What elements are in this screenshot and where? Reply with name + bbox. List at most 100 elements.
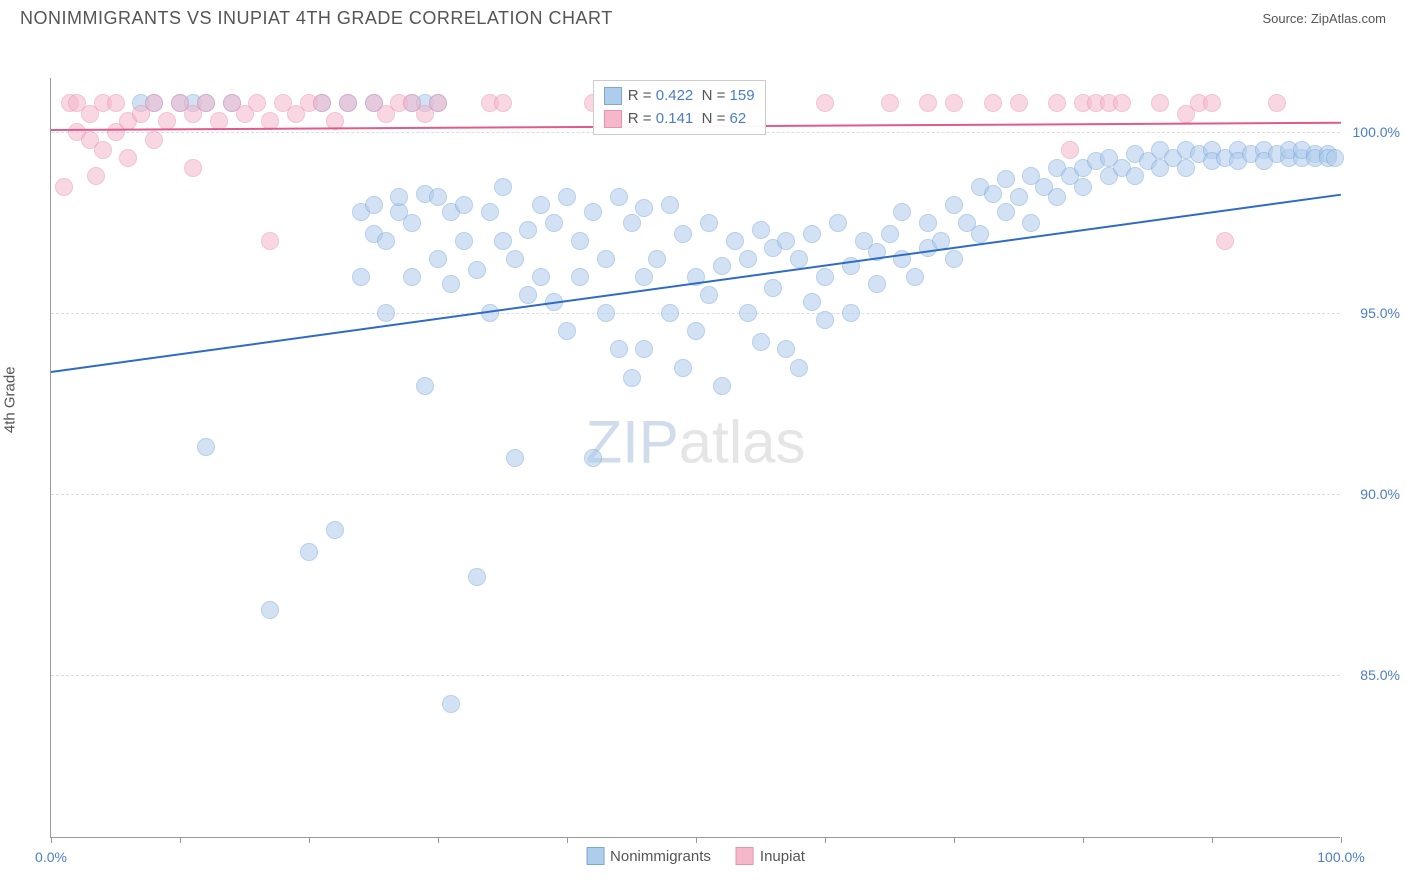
series-legend-item: Nonimmigrants [586, 847, 711, 865]
data-point [713, 377, 731, 395]
data-point [1177, 159, 1195, 177]
data-point [674, 359, 692, 377]
x-tick [567, 837, 568, 843]
data-point [352, 268, 370, 286]
data-point [984, 185, 1002, 203]
data-point [558, 188, 576, 206]
data-point [377, 304, 395, 322]
data-point [635, 268, 653, 286]
data-point [377, 232, 395, 250]
legend-swatch [586, 847, 604, 865]
stats-legend-row: R = 0.422 N = 159 [604, 85, 755, 108]
data-point [790, 359, 808, 377]
data-point [1126, 167, 1144, 185]
watermark-part2: atlas [679, 409, 806, 476]
data-point [1061, 141, 1079, 159]
data-point [881, 94, 899, 112]
data-point [1010, 94, 1028, 112]
data-point [1203, 94, 1221, 112]
data-point [403, 214, 421, 232]
trendline [51, 194, 1341, 373]
data-point [777, 232, 795, 250]
data-point [997, 203, 1015, 221]
data-point [803, 225, 821, 243]
data-point [145, 94, 163, 112]
data-point [571, 232, 589, 250]
data-point [429, 188, 447, 206]
watermark-part1: ZIP [585, 409, 678, 476]
y-axis-label: 4th Grade [2, 366, 19, 433]
data-point [584, 203, 602, 221]
data-point [107, 94, 125, 112]
data-point [842, 304, 860, 322]
x-tick-label-left: 0.0% [35, 849, 67, 865]
data-point [610, 188, 628, 206]
data-point [739, 304, 757, 322]
data-point [468, 568, 486, 586]
data-point [326, 521, 344, 539]
data-point [55, 178, 73, 196]
data-point [816, 311, 834, 329]
stats-text: R = 0.422 N = 159 [628, 85, 755, 108]
x-tick [438, 837, 439, 843]
series-legend-label: Inupiat [760, 848, 805, 865]
data-point [700, 286, 718, 304]
stats-legend: R = 0.422 N = 159 R = 0.141 N = 62 [593, 80, 766, 135]
data-point [468, 261, 486, 279]
data-point [777, 340, 795, 358]
data-point [1022, 214, 1040, 232]
data-point [442, 695, 460, 713]
data-point [184, 159, 202, 177]
data-point [764, 279, 782, 297]
data-point [816, 268, 834, 286]
data-point [571, 268, 589, 286]
data-point [713, 257, 731, 275]
data-point [145, 131, 163, 149]
x-tick [954, 837, 955, 843]
gridline [51, 675, 1340, 676]
data-point [261, 601, 279, 619]
gridline [51, 494, 1340, 495]
data-point [726, 232, 744, 250]
x-tick [309, 837, 310, 843]
chart-header: NONIMMIGRANTS VS INUPIAT 4TH GRADE CORRE… [0, 0, 1406, 33]
y-tick-label: 100.0% [1353, 124, 1400, 140]
data-point [1326, 149, 1344, 167]
data-point [945, 250, 963, 268]
data-point [584, 449, 602, 467]
data-point [442, 275, 460, 293]
series-legend-item: Inupiat [736, 847, 805, 865]
data-point [648, 250, 666, 268]
data-point [429, 94, 447, 112]
x-tick [180, 837, 181, 843]
data-point [674, 225, 692, 243]
data-point [1216, 232, 1234, 250]
data-point [481, 203, 499, 221]
data-point [661, 196, 679, 214]
data-point [506, 449, 524, 467]
data-point [623, 214, 641, 232]
data-point [687, 322, 705, 340]
data-point [919, 214, 937, 232]
data-point [197, 94, 215, 112]
y-tick-label: 95.0% [1360, 305, 1400, 321]
gridline [51, 313, 1340, 314]
data-point [661, 304, 679, 322]
data-point [945, 196, 963, 214]
stats-legend-row: R = 0.141 N = 62 [604, 108, 755, 131]
chart-container: 4th Grade ZIPatlas 85.0%90.0%95.0%100.0%… [0, 33, 1406, 883]
data-point [390, 188, 408, 206]
x-tick [51, 837, 52, 843]
data-point [87, 167, 105, 185]
data-point [945, 94, 963, 112]
data-point [519, 221, 537, 239]
series-legend-label: Nonimmigrants [610, 848, 711, 865]
x-tick [1212, 837, 1213, 843]
data-point [248, 94, 266, 112]
x-tick [825, 837, 826, 843]
data-point [519, 286, 537, 304]
data-point [494, 232, 512, 250]
data-point [868, 275, 886, 293]
legend-swatch [604, 87, 622, 105]
data-point [739, 250, 757, 268]
